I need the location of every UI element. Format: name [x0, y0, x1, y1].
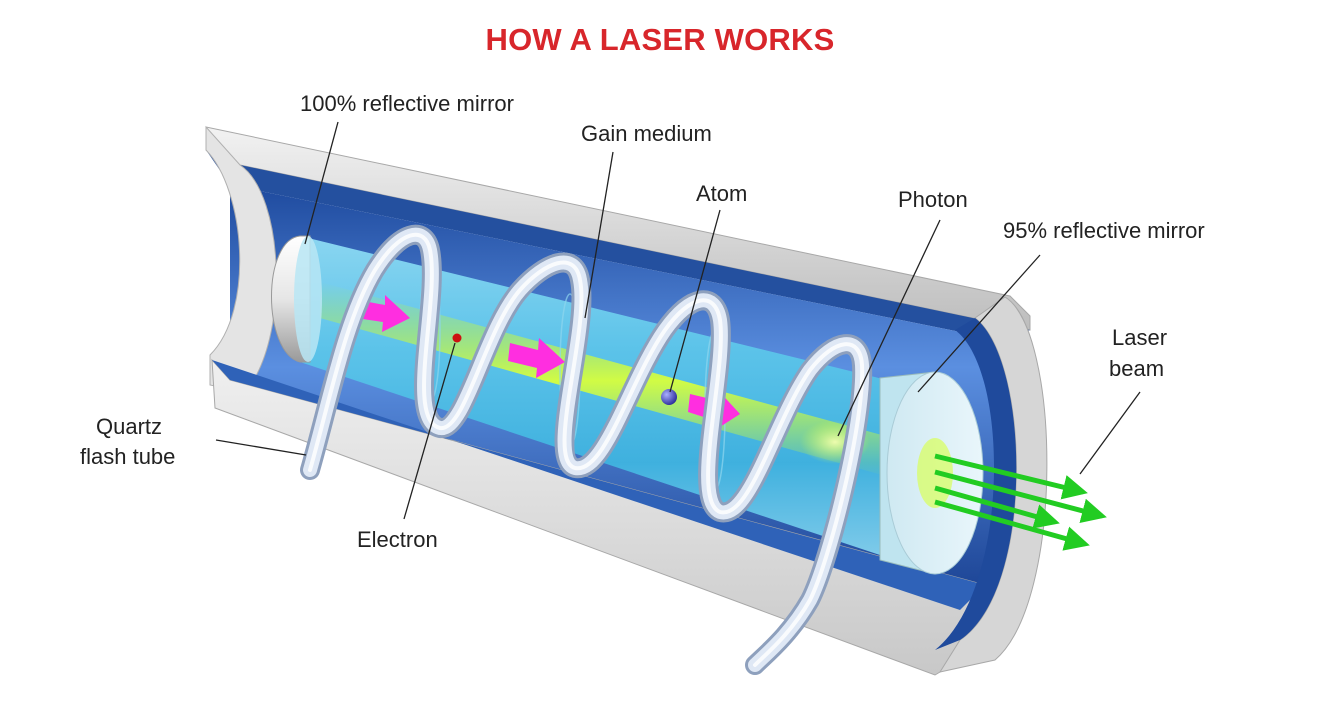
- leader-atom: [669, 209, 721, 393]
- flash-tube-coil: [300, 224, 873, 675]
- label-flash-tube-line2: flash tube: [80, 444, 175, 469]
- laser-beam-arrow-4: [934, 499, 1090, 551]
- laser-beam-arrow-3: [934, 485, 1060, 529]
- photon-arrow-2: [508, 338, 565, 378]
- label-flash-tube-line1: Quartz: [96, 414, 162, 439]
- leader-photon: [837, 219, 941, 437]
- label-atom: Atom: [696, 181, 747, 206]
- mirror-100: [271, 235, 322, 363]
- laser-beam-arrow-2: [934, 469, 1107, 523]
- label-laser-beam-line2: beam: [1109, 356, 1164, 381]
- housing-top-inner: [206, 150, 1030, 340]
- housing-bottom-inner: [212, 360, 985, 610]
- beam-core: [320, 282, 900, 480]
- housing-right-ring-inner: [935, 318, 1017, 650]
- housing-right-ring: [938, 296, 1048, 673]
- label-mirror-100: 100% reflective mirror: [300, 91, 514, 116]
- laser-beam-arrows: [934, 453, 1107, 551]
- diagram-title: HOW A LASER WORKS: [485, 22, 835, 57]
- leader-mirror-100: [304, 121, 339, 245]
- label-mirror-95: 95% reflective mirror: [1003, 218, 1205, 243]
- atom-sphere: [661, 389, 677, 405]
- leader-flash-tube: [215, 439, 307, 456]
- label-laser-beam-line1: Laser: [1112, 325, 1167, 350]
- leader-gain-medium: [584, 151, 614, 319]
- leader-laser-beam: [1079, 391, 1141, 475]
- label-photon: Photon: [898, 187, 968, 212]
- laser-beam-arrow-1: [934, 453, 1088, 500]
- mirror-95: [879, 371, 984, 575]
- leader-mirror-95: [917, 254, 1041, 393]
- electron-dot: [452, 333, 462, 343]
- photon-arrow-1: [356, 295, 410, 332]
- leader-electron: [403, 342, 456, 520]
- leader-lines: [215, 121, 1141, 520]
- label-electron: Electron: [357, 527, 438, 552]
- label-gain-medium: Gain medium: [581, 121, 712, 146]
